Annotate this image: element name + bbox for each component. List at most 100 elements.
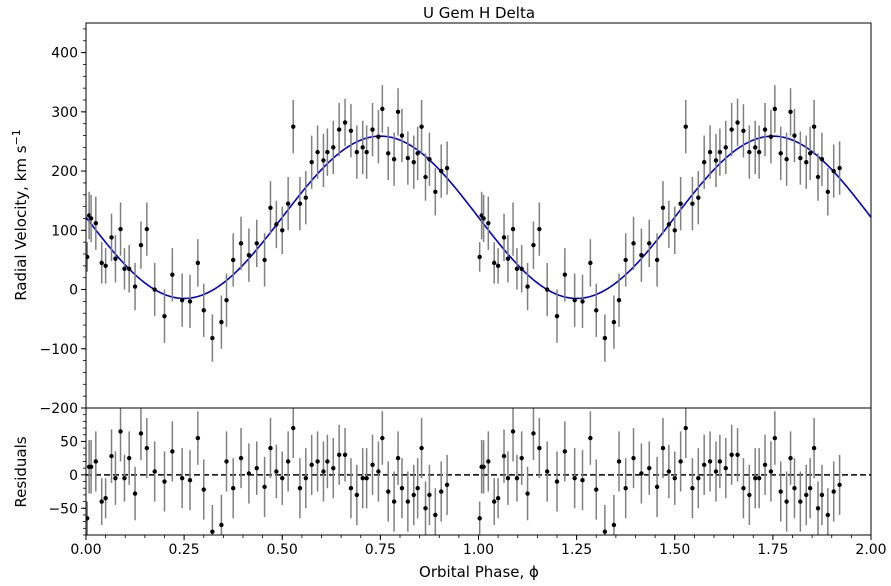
data-point-0-59 bbox=[427, 157, 432, 162]
data-point-0-38 bbox=[321, 158, 326, 163]
data-point-0-7 bbox=[113, 475, 118, 481]
data-point-1-29 bbox=[660, 445, 666, 451]
data-point-1-12 bbox=[531, 431, 536, 436]
data-point-1-53 bbox=[792, 133, 797, 138]
data-point-0-10 bbox=[126, 455, 132, 461]
data-point-0-36 bbox=[309, 462, 314, 468]
data-point-0-26 bbox=[246, 252, 252, 258]
data-point-0-19 bbox=[195, 435, 201, 441]
data-point-0-33 bbox=[291, 425, 296, 431]
data-point-1-28 bbox=[654, 257, 660, 263]
data-point-1-21 bbox=[602, 335, 608, 341]
data-point-0-19 bbox=[195, 260, 201, 266]
data-point-0-38 bbox=[321, 469, 326, 474]
data-point-1-6 bbox=[501, 235, 507, 240]
data-point-1-31 bbox=[672, 475, 677, 481]
data-point-1-5 bbox=[495, 263, 501, 269]
data-point-1-10 bbox=[519, 455, 524, 461]
data-point-1-62 bbox=[837, 482, 842, 488]
data-point-0-42 bbox=[342, 452, 348, 457]
data-point-0-12 bbox=[138, 242, 144, 248]
data-point-0-37 bbox=[315, 149, 320, 155]
data-point-1-45 bbox=[753, 145, 758, 150]
data-point-0-16 bbox=[170, 449, 175, 454]
data-point-0-57 bbox=[419, 445, 424, 451]
plot-area-1 bbox=[86, 408, 871, 535]
data-point-0-61 bbox=[439, 168, 444, 174]
y-axis-label-main-text: Radial Velocity, km s bbox=[12, 145, 30, 301]
data-point-0-52 bbox=[395, 109, 401, 115]
data-point-0-48 bbox=[376, 134, 381, 139]
data-point-0-49 bbox=[380, 435, 385, 441]
data-point-0-48 bbox=[376, 469, 381, 474]
data-point-1-11 bbox=[525, 491, 530, 496]
data-point-1-36 bbox=[701, 159, 707, 165]
data-point-1-60 bbox=[825, 189, 831, 195]
data-point-0-39 bbox=[325, 459, 330, 464]
data-point-0-4 bbox=[99, 499, 104, 504]
data-point-1-11 bbox=[525, 284, 530, 289]
data-point-1-35 bbox=[696, 475, 701, 481]
data-point-1-0 bbox=[477, 254, 482, 260]
data-point-1-55 bbox=[804, 492, 809, 498]
data-point-0-56 bbox=[415, 151, 420, 156]
data-point-0-17 bbox=[179, 475, 185, 481]
data-point-0-25 bbox=[238, 241, 244, 246]
data-point-0-20 bbox=[201, 308, 206, 313]
y-tick-label-1-1: 0 bbox=[69, 468, 78, 484]
data-point-0-23 bbox=[224, 298, 229, 303]
data-point-1-30 bbox=[666, 469, 672, 474]
data-point-1-54 bbox=[798, 155, 803, 161]
data-point-1-52 bbox=[788, 455, 793, 461]
data-point-0-12 bbox=[138, 431, 144, 436]
data-point-1-38 bbox=[713, 469, 719, 474]
data-point-0-44 bbox=[354, 149, 360, 155]
data-point-0-7 bbox=[113, 256, 118, 261]
data-point-0-61 bbox=[439, 489, 444, 494]
data-point-0-28 bbox=[262, 484, 267, 490]
data-point-0-45 bbox=[360, 475, 365, 481]
data-point-1-31 bbox=[672, 228, 677, 233]
data-point-0-49 bbox=[380, 106, 385, 112]
data-point-0-52 bbox=[395, 455, 401, 461]
data-point-0-8 bbox=[118, 226, 123, 232]
data-point-1-46 bbox=[756, 149, 762, 155]
data-point-0-35 bbox=[303, 475, 308, 481]
data-point-1-41 bbox=[729, 127, 734, 132]
data-point-1-13 bbox=[537, 226, 542, 232]
data-point-1-22 bbox=[611, 522, 617, 528]
data-point-1-37 bbox=[707, 149, 713, 155]
data-point-0-27 bbox=[254, 241, 259, 246]
data-point-0-43 bbox=[348, 128, 354, 133]
data-point-0-40 bbox=[331, 465, 336, 471]
data-point-1-58 bbox=[815, 506, 821, 511]
data-point-0-9 bbox=[122, 475, 127, 481]
data-point-0-9 bbox=[122, 266, 127, 272]
data-point-1-32 bbox=[678, 459, 683, 464]
data-point-1-22 bbox=[611, 319, 617, 325]
y-tick-label-1-0: −50 bbox=[48, 501, 78, 517]
data-point-0-33 bbox=[291, 124, 296, 129]
data-point-1-37 bbox=[707, 459, 713, 464]
data-point-0-41 bbox=[336, 127, 342, 132]
residuals-panel: −50 0 50 0.00 0.25 0.50 0.75 1.00 1.25 1.50 1.75 2.… bbox=[48, 407, 887, 558]
data-point-0-31 bbox=[280, 228, 285, 233]
data-point-1-29 bbox=[660, 205, 666, 210]
data-point-0-2 bbox=[88, 464, 94, 470]
data-point-1-60 bbox=[825, 512, 831, 518]
data-point-1-59 bbox=[819, 492, 825, 498]
data-point-1-51 bbox=[784, 499, 789, 504]
data-point-1-7 bbox=[505, 475, 511, 481]
data-point-1-28 bbox=[654, 484, 660, 490]
data-point-1-56 bbox=[807, 486, 813, 491]
data-point-1-15 bbox=[554, 313, 560, 319]
data-point-1-56 bbox=[807, 151, 813, 156]
data-point-1-3 bbox=[486, 459, 491, 464]
data-point-1-50 bbox=[778, 489, 783, 494]
data-point-0-34 bbox=[297, 201, 303, 206]
data-point-1-40 bbox=[723, 145, 728, 150]
data-point-1-13 bbox=[537, 445, 542, 451]
data-point-1-19 bbox=[588, 435, 593, 441]
data-point-1-18 bbox=[580, 299, 585, 304]
data-point-1-35 bbox=[696, 195, 701, 200]
